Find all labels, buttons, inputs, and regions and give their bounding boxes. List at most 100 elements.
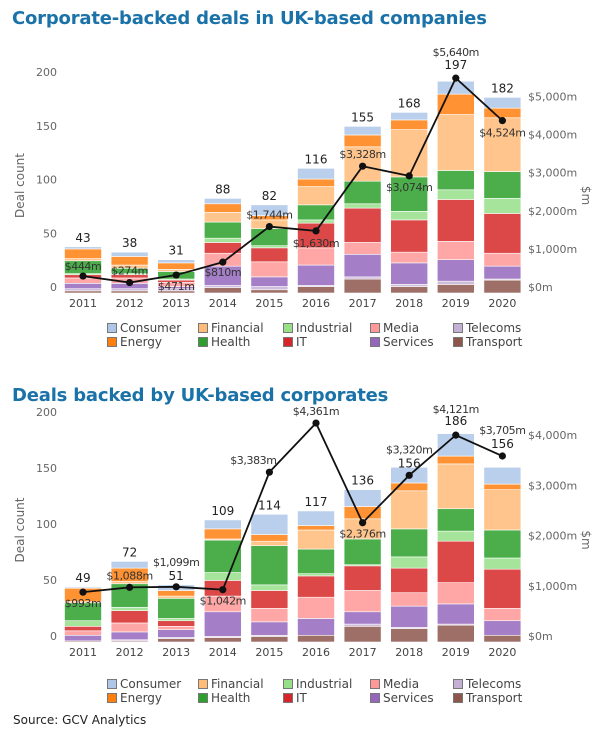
legend-swatch: [198, 679, 208, 689]
bar-segment-industrial: [204, 572, 242, 581]
legend-swatch: [283, 337, 293, 347]
bar-segment-energy: [157, 590, 195, 597]
y-tick-label: 150: [36, 462, 57, 475]
amount-label: $3,074m: [386, 181, 432, 194]
bar-segment-media: [110, 622, 149, 633]
bar-segment-it: [390, 219, 429, 253]
legend-item-transport: Transport: [453, 691, 522, 705]
legend-swatch: [198, 337, 208, 347]
y2-tick-label: $4,000m: [528, 429, 577, 442]
amount-point: [452, 431, 460, 439]
bar-segment-health: [204, 221, 242, 239]
bar-segment-telecoms: [390, 284, 429, 287]
legend-swatch: [283, 679, 293, 689]
legend-label: Health: [211, 691, 251, 705]
x-tick-label: 2020: [488, 646, 516, 659]
x-tick-label: 2014: [209, 646, 237, 659]
legend-swatch: [370, 679, 380, 689]
amount-point: [359, 162, 367, 170]
legend-item-telecoms: Telecoms: [453, 677, 521, 691]
bar-segment-services: [436, 603, 475, 625]
legend-label: Industrial: [296, 677, 353, 691]
bar-segment-industrial: [157, 618, 195, 622]
bar-segment-energy: [64, 248, 102, 259]
bar-segment-transport: [436, 284, 475, 294]
deal-count-label: 72: [122, 545, 137, 559]
bar-segment-industrial: [436, 530, 475, 542]
legend-label: Energy: [120, 335, 163, 349]
amount-label: $3,705m: [479, 424, 525, 437]
bar-segment-media: [390, 251, 429, 264]
y-tick-label: 100: [36, 518, 57, 531]
bar-segment-transport: [297, 286, 335, 294]
bar-segment-consumer: [64, 246, 102, 250]
legend-label: Energy: [120, 691, 163, 705]
bar-segment-it: [250, 247, 289, 263]
amount-point: [405, 471, 413, 479]
y-tick-label: 200: [36, 406, 57, 419]
legend-swatch: [370, 337, 380, 347]
amount-point: [498, 452, 506, 460]
bar-segment-services: [204, 611, 242, 637]
bar-segment-health: [343, 538, 382, 566]
legend-bottom: Consumer Energy Financial Health Industrial I…: [0, 677, 600, 707]
legend-label: IT: [296, 691, 307, 705]
y-tick-label: 0: [50, 630, 57, 643]
bar-segment-services: [64, 634, 102, 642]
bar-segment-industrial: [64, 620, 102, 627]
bar-segment-it: [483, 568, 522, 609]
y2-tick-label: $1,000m: [528, 243, 577, 256]
amount-point: [312, 227, 320, 235]
bar-segment-financial: [436, 114, 475, 171]
bar-segment-telecoms: [110, 288, 149, 292]
amount-label: $1,744m: [246, 209, 292, 222]
bar-segment-consumer: [110, 251, 149, 257]
bar-segment-financial: [483, 489, 522, 531]
bar-segment-health: [297, 548, 335, 574]
bar-segment-financial: [204, 212, 242, 223]
bar-segment-financial: [250, 540, 289, 546]
bar-segment-it: [64, 626, 102, 632]
bar-segment-consumer: [250, 514, 289, 535]
y2-tick-label: $5,000m: [528, 91, 577, 104]
y2-axis-label: $m: [579, 530, 593, 549]
legend-swatch: [283, 323, 293, 333]
legend-item-health: Health: [198, 335, 250, 349]
deal-count-label: 49: [75, 571, 90, 585]
bar-segment-consumer: [343, 126, 382, 136]
legend-swatch: [370, 323, 380, 333]
bar-segment-consumer: [110, 561, 149, 569]
bar-segment-transport: [390, 628, 429, 643]
bar-segment-telecoms: [343, 623, 382, 627]
deal-count-label: 197: [444, 58, 467, 72]
bar-segment-energy: [297, 525, 335, 531]
bar-segment-financial: [157, 595, 195, 599]
bar-segment-media: [297, 247, 335, 266]
legend-label: Industrial: [296, 321, 353, 335]
amount-label: $3,328m: [339, 148, 385, 161]
bar-segment-it: [483, 213, 522, 254]
deal-count-label: 136: [351, 474, 374, 488]
legend-swatch: [283, 693, 293, 703]
legend-swatch: [107, 337, 117, 347]
x-tick-label: 2017: [349, 297, 377, 310]
bar-segment-transport: [390, 286, 429, 294]
amount-label: $810m: [204, 266, 241, 279]
legend-item-media: Media: [370, 321, 419, 335]
bar-segment-it: [436, 540, 475, 583]
legend-swatch: [453, 679, 463, 689]
legend-swatch: [453, 323, 463, 333]
bar-segment-services: [436, 259, 475, 282]
deal-count-label: 156: [398, 456, 421, 470]
x-tick-label: 2012: [116, 646, 144, 659]
x-tick-label: 2013: [162, 646, 190, 659]
legend-swatch: [198, 323, 208, 333]
deal-count-label: 117: [305, 495, 328, 509]
x-tick-label: 2018: [395, 646, 423, 659]
bar-segment-consumer: [297, 510, 335, 526]
deal-count-label: 155: [351, 110, 374, 124]
bar-segment-services: [390, 262, 429, 285]
chart-1: 0 50 100 150 200 $0m $1,000m $2,000m $3,000m $4,0…: [13, 46, 593, 310]
x-tick-label: 2016: [302, 646, 330, 659]
